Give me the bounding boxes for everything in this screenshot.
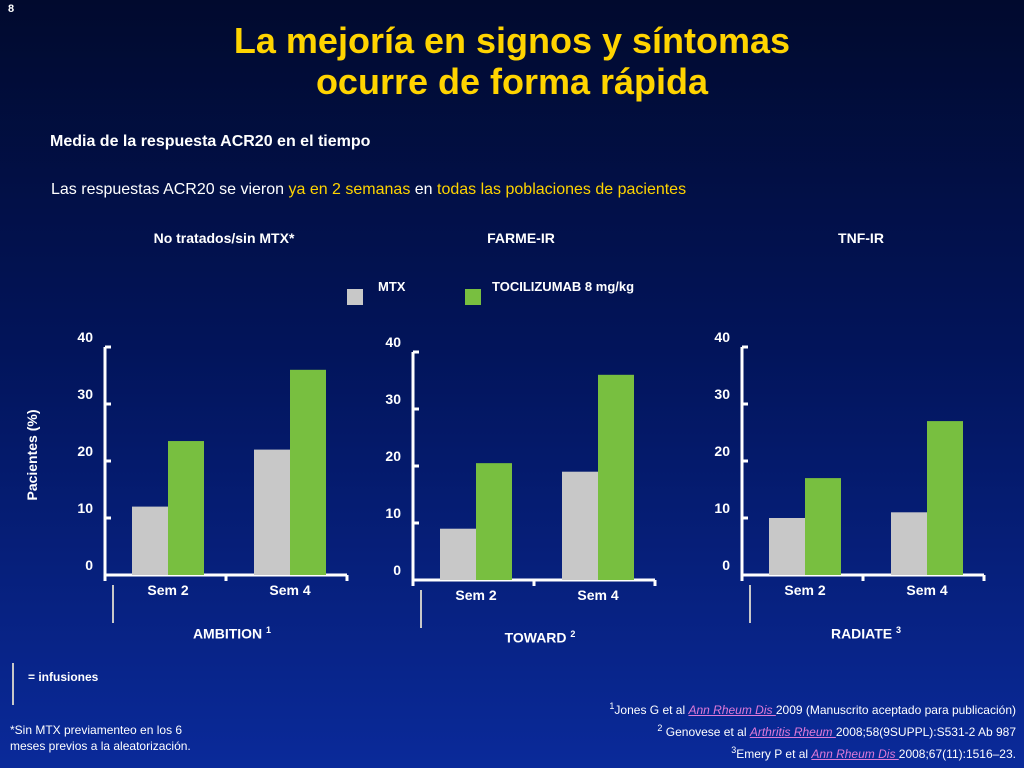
ref-journal-link[interactable]: Ann Rheum Dis [811,747,899,761]
ref-details: 2009 (Manuscrito aceptado para publicaci… [775,703,1016,717]
y-tick-label: 20 [385,448,401,464]
footnote-line-1: *Sin MTX previamenteo en los 6 [10,723,183,737]
bar-mtx [562,471,598,580]
bar-tocilizumab [168,441,204,575]
note-part-3: en [410,181,438,198]
x-category-label: Sem 4 [906,582,947,598]
ref-authors: Genovese et al [662,725,750,739]
bar-tocilizumab [290,369,326,575]
infusion-legend-label: = infusiones [28,670,99,684]
study-ref: 2 [570,629,576,639]
chart-subtitle: Media de la respuesta ACR20 en el tiempo [50,133,371,150]
y-tick-label: 0 [85,557,93,573]
ref-details: 2008;58(9SUPPL):S531-2 Ab 987 [835,725,1016,739]
highlight-note: Las respuestas ACR20 se vieron ya en 2 s… [51,181,686,199]
note-part-2: ya en 2 semanas [288,181,411,198]
title-line-2: ocurre de forma rápida [315,61,709,102]
study-label-radiate: RADIATE 3 [766,625,966,642]
y-tick-label: 0 [722,557,730,573]
x-category-label: Sem 4 [269,582,310,598]
legend-label-tocilizumab: TOCILIZUMAB 8 mg/kg [492,279,635,294]
y-tick-label: 10 [714,500,730,516]
legend-swatch-tocilizumab [465,289,481,305]
x-category-label: Sem 2 [784,582,825,598]
study-label-toward: TOWARD 2 [440,629,640,646]
note-part-4: todas las poblaciones de pacientes [437,181,687,198]
slide-title: La mejoría en signos y síntomas ocurre d… [0,20,1024,102]
y-tick-label: 30 [77,386,93,402]
legend-swatch-mtx [347,289,363,305]
bar-mtx [769,518,805,575]
ref-authors: Emery P et al [736,747,812,761]
bar-tocilizumab [476,463,512,580]
group-title-untreated: No tratados/sin MTX* [153,230,295,246]
ref-sup: 3 [731,745,737,755]
chart-ambition: 0 10 20 30 40 Sem 2 Sem 4 [77,329,349,623]
ref-authors: Jones G et al [614,703,689,717]
x-category-label: Sem 2 [455,587,496,603]
study-ref: 1 [266,625,272,635]
ref-sup: 2 [657,723,663,733]
bar-mtx [891,512,927,575]
y-tick-label: 0 [393,562,401,578]
y-tick-label: 10 [77,500,93,516]
chart-radiate: 0 10 20 30 40 Sem 2 Sem 4 [714,329,986,623]
ref-journal-link[interactable]: Ann Rheum Dis [688,703,776,717]
reference-1: 1Jones G et al Ann Rheum Dis 2009 (Manus… [609,697,1016,719]
group-title-dmard-ir: FARME-IR [487,230,555,246]
ref-journal-link[interactable]: Arthritis Rheum [749,725,836,739]
bar-mtx [440,528,476,580]
infusion-marker-icon [12,663,14,705]
footnote: *Sin MTX previamenteo en los 6 meses pre… [10,722,250,754]
reference-2: 2 Genovese et al Arthritis Rheum 2008;58… [609,719,1016,741]
study-label-ambition: AMBITION 1 [132,625,332,642]
note-part-1: Las respuestas ACR20 se vieron [51,181,289,198]
y-tick-label: 30 [714,386,730,402]
title-line-1: La mejoría en signos y síntomas [233,20,791,61]
study-name: TOWARD [504,629,567,646]
ref-details: 2008;67(11):1516–23. [898,747,1016,761]
y-tick-label: 20 [714,443,730,459]
bar-tocilizumab [805,478,841,575]
x-category-label: Sem 2 [147,582,188,598]
bar-mtx [132,506,168,575]
reference-3: 3Emery P et al Ann Rheum Dis 2008;67(11)… [609,741,1016,763]
y-tick-label: 30 [385,391,401,407]
y-tick-label: 20 [77,443,93,459]
y-tick-label: 40 [385,334,401,350]
slide-number: 8 [8,3,15,15]
bar-tocilizumab [927,421,963,575]
y-tick-label: 10 [385,505,401,521]
study-name: AMBITION [192,625,263,642]
chart-toward: 0 10 20 30 40 Sem 2 Sem 4 [385,334,657,628]
y-axis-label: Pacientes (%) [24,409,40,501]
legend-label-mtx: MTX [378,279,406,294]
y-tick-label: 40 [77,329,93,345]
study-ref: 3 [896,625,902,635]
bar-mtx [254,449,290,575]
x-category-label: Sem 4 [577,587,618,603]
references: 1Jones G et al Ann Rheum Dis 2009 (Manus… [609,697,1016,763]
bar-tocilizumab [598,374,634,580]
ref-sup: 1 [609,701,615,711]
group-title-tnf-ir: TNF-IR [838,230,884,246]
footnote-line-2: meses previos a la aleatorización. [10,739,191,753]
study-name: RADIATE [830,625,893,642]
y-tick-label: 40 [714,329,730,345]
